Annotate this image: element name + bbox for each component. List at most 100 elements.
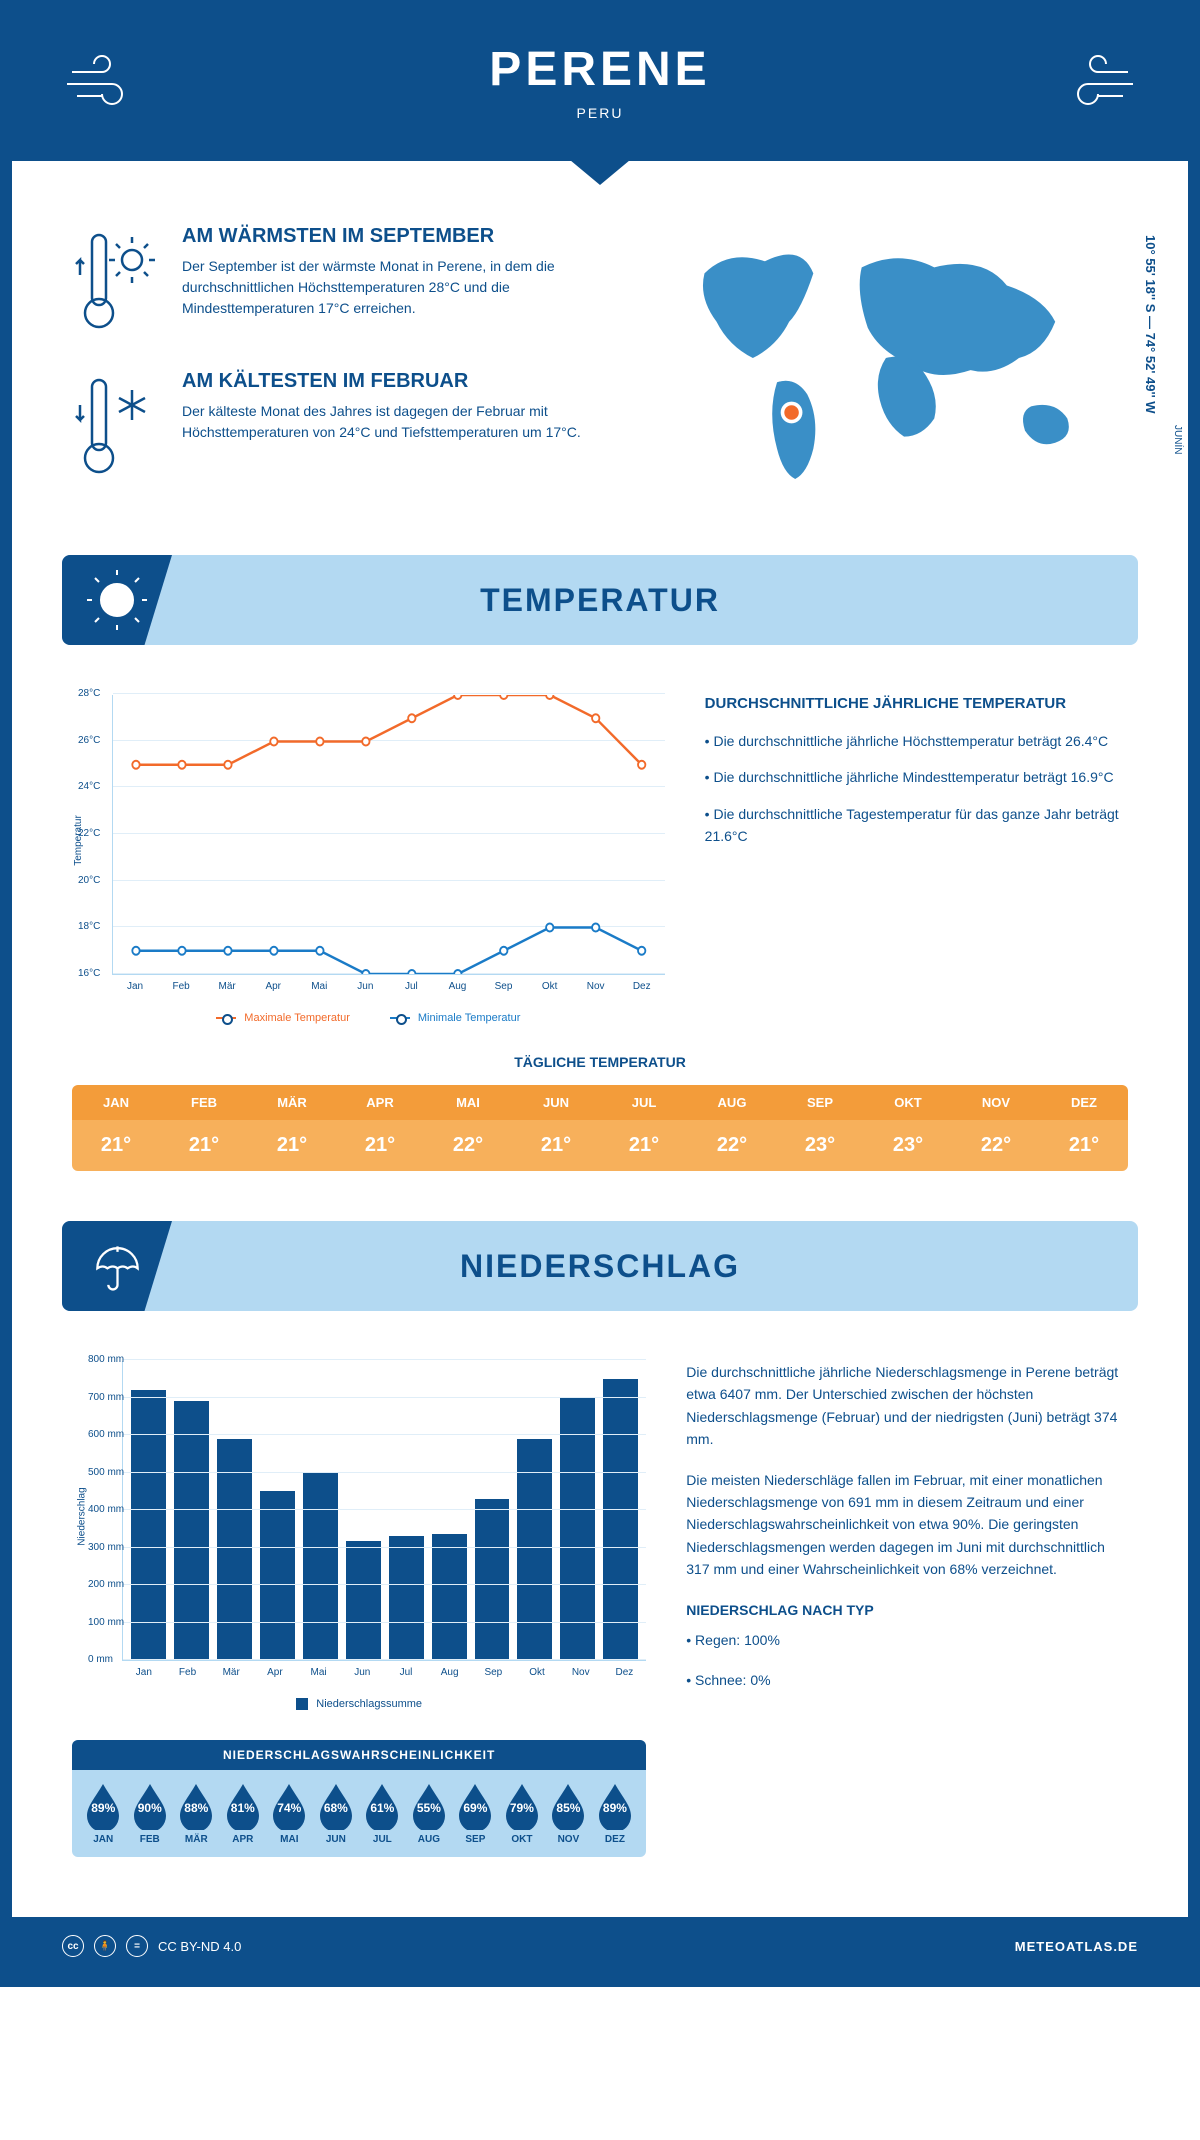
raindrop-icon: 79%: [502, 1782, 542, 1830]
month-label: Jul: [384, 1667, 428, 1678]
month-label: Mär: [209, 1667, 253, 1678]
precip-y-axis-label: Niederschlag: [77, 1487, 88, 1545]
precipitation-bar-chart: Niederschlag 0 mm100 mm200 mm300 mm400 m…: [122, 1361, 646, 1661]
temp-value: 22°: [688, 1120, 776, 1171]
temperature-content: Temperatur 16°C18°C20°C22°C24°C26°C28°C …: [12, 665, 1188, 1054]
precipitation-banner: NIEDERSCHLAG: [62, 1221, 1138, 1311]
bar: [603, 1379, 638, 1660]
temp-value: 21°: [512, 1120, 600, 1171]
temp-value: 23°: [864, 1120, 952, 1171]
temp-table-col: JAN21°: [72, 1085, 160, 1171]
month-label: APR: [220, 1834, 267, 1845]
month-label: Jan: [112, 981, 158, 992]
temp-table-col: DEZ21°: [1040, 1085, 1128, 1171]
precip-type: • Regen: 100%: [686, 1629, 1128, 1651]
prob-col: 61%JUL: [359, 1782, 406, 1845]
gridline: 300 mm: [123, 1547, 646, 1548]
bar: [432, 1534, 467, 1660]
precip-type: • Schnee: 0%: [686, 1669, 1128, 1691]
raindrop-icon: 81%: [223, 1782, 263, 1830]
intro-facts: AM WÄRMSTEN IM SEPTEMBER Der September i…: [72, 225, 604, 515]
temp-table-col: FEB21°: [160, 1085, 248, 1171]
gridline: 0 mm: [123, 1659, 646, 1660]
prob-col: 55%AUG: [406, 1782, 453, 1845]
month-header: JUL: [600, 1085, 688, 1120]
gridline: 800 mm: [123, 1359, 646, 1360]
temp-table-col: OKT23°: [864, 1085, 952, 1171]
prob-col: 89%JAN: [80, 1782, 127, 1845]
month-label: SEP: [452, 1834, 499, 1845]
daily-temp-heading: TÄGLICHE TEMPERATUR: [72, 1054, 1128, 1070]
raindrop-icon: 90%: [130, 1782, 170, 1830]
temp-value: 22°: [952, 1120, 1040, 1171]
gridline: 700 mm: [123, 1397, 646, 1398]
site-name: METEOATLAS.DE: [1015, 1939, 1138, 1954]
month-header: MAI: [424, 1085, 512, 1120]
prob-value: 74%: [277, 1801, 301, 1815]
temp-value: 21°: [1040, 1120, 1128, 1171]
month-label: Feb: [166, 1667, 210, 1678]
prob-value: 79%: [510, 1801, 534, 1815]
temp-table-col: NOV22°: [952, 1085, 1040, 1171]
precipitation-probability: NIEDERSCHLAGSWAHRSCHEINLICHKEIT 89%JAN90…: [72, 1740, 646, 1857]
temp-legend: .legend-marker::after{border:2px solid c…: [72, 1012, 665, 1024]
month-label: JUL: [359, 1834, 406, 1845]
warmest-title: AM WÄRMSTEN IM SEPTEMBER: [182, 225, 604, 248]
month-label: Aug: [434, 981, 480, 992]
month-label: Feb: [158, 981, 204, 992]
temp-bullet: • Die durchschnittliche jährliche Höchst…: [705, 730, 1128, 752]
temp-bullet: • Die durchschnittliche Tagestemperatur …: [705, 803, 1128, 848]
raindrop-icon: 74%: [269, 1782, 309, 1830]
prob-value: 88%: [184, 1801, 208, 1815]
month-label: Nov: [559, 1667, 603, 1678]
month-label: Jun: [340, 1667, 384, 1678]
month-label: JUN: [313, 1834, 360, 1845]
temp-table-col: SEP23°: [776, 1085, 864, 1171]
prob-value: 81%: [231, 1801, 255, 1815]
raindrop-icon: 89%: [595, 1782, 635, 1830]
raindrop-icon: 69%: [455, 1782, 495, 1830]
temp-table-col: JUL21°: [600, 1085, 688, 1171]
daily-temp-table: JAN21°FEB21°MÄR21°APR21°MAI22°JUN21°JUL2…: [72, 1085, 1128, 1171]
thermometer-cold-icon: [72, 370, 162, 485]
month-header: JUN: [512, 1085, 600, 1120]
temp-value: 21°: [248, 1120, 336, 1171]
prob-col: 68% JUN: [313, 1782, 360, 1845]
temperature-summary: DURCHSCHNITTLICHE JÄHRLICHE TEMPERATUR •…: [705, 695, 1128, 1024]
gridline: 200 mm: [123, 1584, 646, 1585]
temp-value: 23°: [776, 1120, 864, 1171]
prob-col: 85%NOV: [545, 1782, 592, 1845]
gridline: 500 mm: [123, 1472, 646, 1473]
month-label: Sep: [481, 981, 527, 992]
gridline: 600 mm: [123, 1434, 646, 1435]
location-title: PERENE: [32, 42, 1168, 97]
precip-para: Die durchschnittliche jährliche Niedersc…: [686, 1361, 1128, 1451]
temp-y-axis-label: Temperatur: [73, 815, 84, 866]
month-header: NOV: [952, 1085, 1040, 1120]
month-label: DEZ: [592, 1834, 639, 1845]
warmest-text: Der September ist der wärmste Monat in P…: [182, 256, 604, 319]
month-label: Jan: [122, 1667, 166, 1678]
month-header: JAN: [72, 1085, 160, 1120]
month-label: Apr: [253, 1667, 297, 1678]
month-header: FEB: [160, 1085, 248, 1120]
precip-legend: Niederschlagssumme: [72, 1698, 646, 1710]
prob-col: 88% MÄR: [173, 1782, 220, 1845]
temperature-banner: TEMPERATUR: [62, 555, 1138, 645]
gridline: 100 mm: [123, 1622, 646, 1623]
prob-col: 90%FEB: [127, 1782, 174, 1845]
coordinates: 10° 55' 18'' S — 74° 52' 49'' W: [1143, 235, 1158, 414]
month-label: MAI: [266, 1834, 313, 1845]
prob-col: 79%OKT: [499, 1782, 546, 1845]
temp-value: 21°: [336, 1120, 424, 1171]
prob-col: 81% APR: [220, 1782, 267, 1845]
prob-value: 68%: [324, 1801, 348, 1815]
gridline: 28°C: [113, 693, 665, 694]
prob-col: 89% DEZ: [592, 1782, 639, 1845]
month-label: Nov: [573, 981, 619, 992]
month-label: Apr: [250, 981, 296, 992]
cc-icon: cc: [62, 1935, 84, 1957]
month-label: MÄR: [173, 1834, 220, 1845]
month-label: JAN: [80, 1834, 127, 1845]
month-header: MÄR: [248, 1085, 336, 1120]
